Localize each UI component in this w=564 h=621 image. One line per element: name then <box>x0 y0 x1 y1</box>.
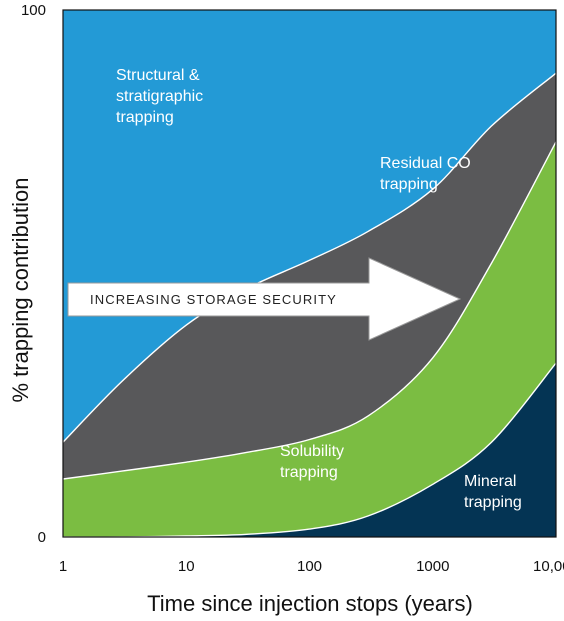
y-tick-label: 0 <box>38 529 46 546</box>
axis-ticks: 1 10 100 1000 10,000 0 100 <box>21 2 564 575</box>
residual-co-trapping-upper-boundary <box>62 72 557 443</box>
mineral-trapping-label: Mineral trapping <box>464 473 522 511</box>
structural-stratigraphic-trapping-label: Structural & stratigraphic trapping <box>116 67 203 126</box>
storage-security-arrow: INCREASING STORAGE SECURITY <box>67 257 462 341</box>
x-tick-label: 1 <box>59 558 67 575</box>
arrow-label: INCREASING STORAGE SECURITY <box>90 292 337 307</box>
y-axis-title: % trapping contribution <box>8 177 33 402</box>
x-tick-label: 1000 <box>416 558 449 575</box>
structural-stratigraphic-trapping-area <box>63 10 556 443</box>
arrow-shape <box>67 257 462 341</box>
plot-frame <box>62 9 557 538</box>
region-labels: Mineral trapping Solubility trapping Residua… <box>116 67 522 511</box>
solubility-trapping-label: Solubility trapping <box>280 443 344 481</box>
mineral-trapping-area <box>63 363 556 538</box>
stacked-areas <box>63 10 556 538</box>
x-tick-label: 10 <box>178 558 195 575</box>
solubility-trapping-upper-boundary <box>62 141 557 480</box>
x-axis-title: Time since injection stops (years) <box>147 591 473 616</box>
residual-co-trapping-area <box>63 73 556 479</box>
y-tick-label: 100 <box>21 2 46 19</box>
x-tick-label: 10,000 <box>533 558 564 575</box>
solubility-trapping-area <box>63 141 556 538</box>
residual-co-trapping-label: Residual CO trapping <box>380 155 471 193</box>
x-tick-label: 100 <box>297 558 322 575</box>
